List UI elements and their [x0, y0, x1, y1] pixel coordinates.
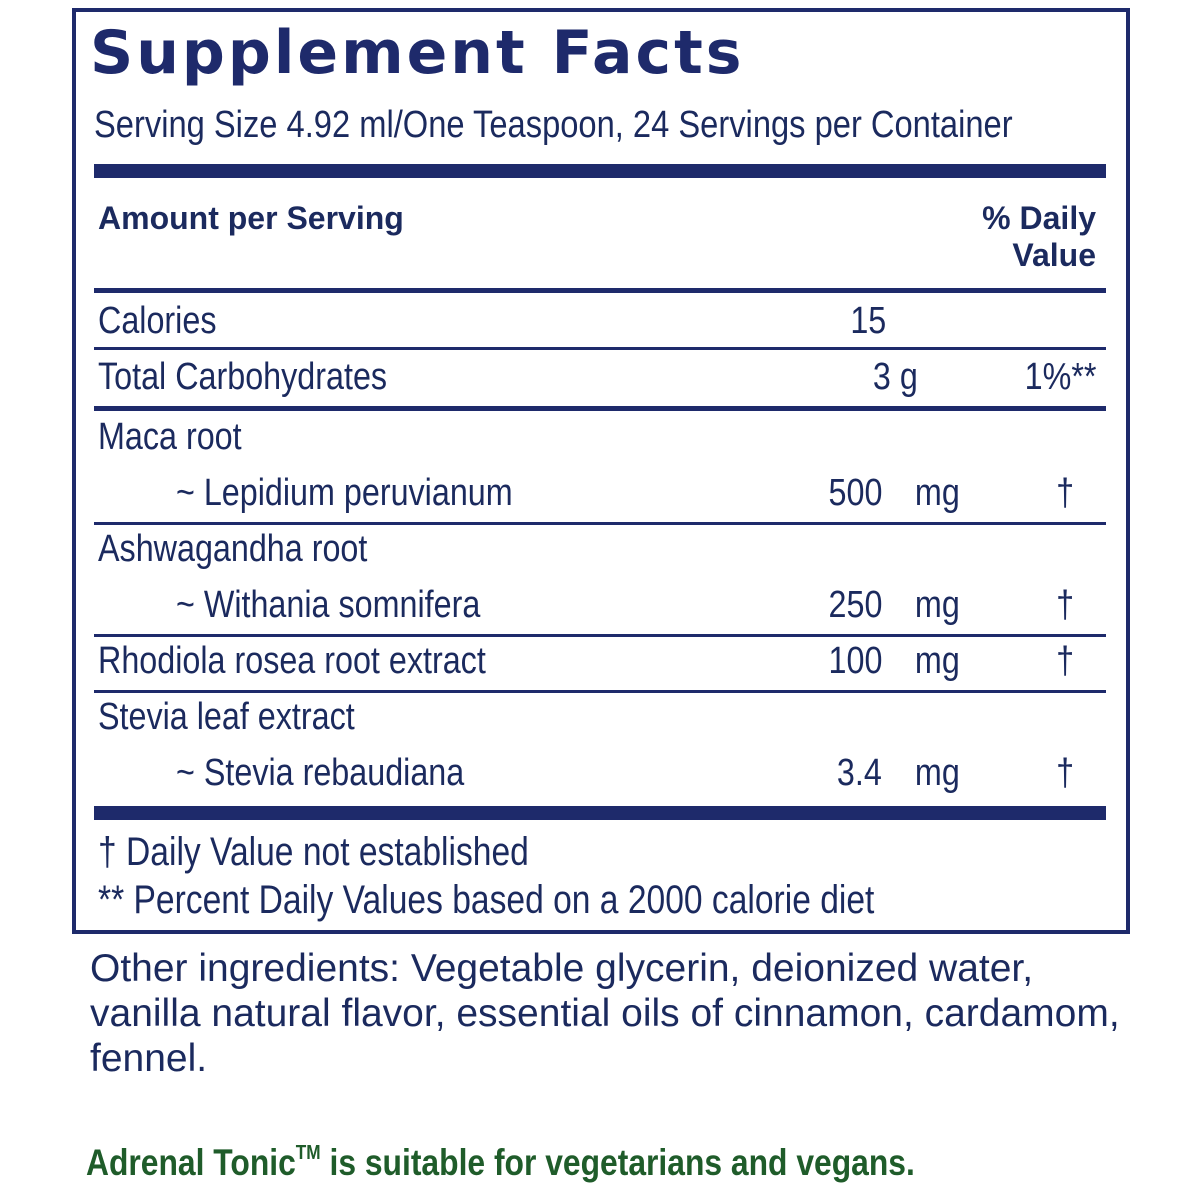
ingredient-botanical: ~ Lepidium peruvianum: [176, 472, 513, 514]
ingredient-name: Rhodiola rosea root extract: [98, 640, 486, 682]
divider: [94, 288, 1106, 293]
ingredient-unit: mg: [915, 640, 960, 682]
product-name: Adrenal Tonic: [86, 1142, 296, 1183]
ingredient-dv: †: [1056, 584, 1074, 626]
ingredient-dv: †: [1056, 752, 1074, 794]
divider: [94, 406, 1106, 411]
daily-value-header: % Daily Value: [982, 200, 1096, 273]
divider-thick: [94, 164, 1106, 178]
divider-thick: [94, 806, 1106, 820]
divider: [94, 634, 1106, 637]
ingredient-dv: †: [1056, 640, 1074, 682]
ingredient-amount: 3.4: [837, 752, 882, 794]
divider: [94, 347, 1106, 350]
ingredient-name: Ashwagandha root: [98, 528, 368, 570]
serving-size: Serving Size 4.92 ml/One Teaspoon, 24 Se…: [94, 104, 1013, 146]
divider: [94, 690, 1106, 693]
ingredient-botanical: ~ Withania somnifera: [176, 584, 481, 626]
divider: [94, 522, 1106, 525]
ingredient-name: Maca root: [98, 416, 242, 458]
ingredient-dv: †: [1056, 472, 1074, 514]
amount-per-serving-header: Amount per Serving: [98, 200, 404, 236]
trademark: TM: [295, 1142, 321, 1164]
carbs-dv: 1%**: [1024, 356, 1096, 398]
ingredient-amount: 100: [828, 640, 882, 682]
calories-label: Calories: [98, 300, 217, 342]
ingredient-unit: mg: [915, 472, 960, 514]
vegan-text: is suitable for vegetarians and vegans.: [320, 1142, 915, 1183]
ingredient-botanical: ~ Stevia rebaudiana: [176, 752, 465, 794]
calories-amount: 15: [850, 300, 886, 342]
footnote-dagger: † Daily Value not established: [98, 830, 529, 874]
ingredient-unit: mg: [915, 752, 960, 794]
footnote-percent: ** Percent Daily Values based on a 2000 …: [98, 878, 875, 922]
supplement-facts-panel: Supplement Facts Serving Size 4.92 ml/On…: [72, 8, 1130, 934]
other-ingredients: Other ingredients: Vegetable glycerin, d…: [90, 947, 1120, 1080]
ingredient-amount: 500: [828, 472, 882, 514]
ingredient-amount: 250: [828, 584, 882, 626]
carbs-amount: 3 g: [873, 356, 918, 398]
ingredient-name: Stevia leaf extract: [98, 696, 355, 738]
vegan-note: Adrenal TonicTM is suitable for vegetari…: [86, 1142, 915, 1184]
ingredient-unit: mg: [915, 584, 960, 626]
carbs-label: Total Carbohydrates: [98, 356, 388, 398]
panel-title: Supplement Facts: [90, 18, 745, 88]
